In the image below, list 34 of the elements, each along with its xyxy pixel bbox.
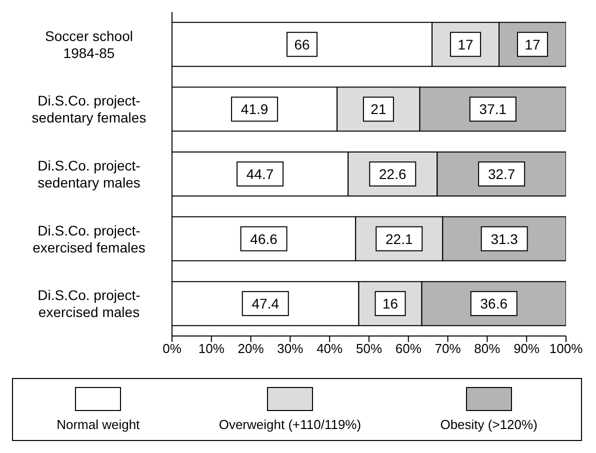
legend-label: Overweight (+110/119%) [218,417,362,432]
x-tick-label: 10% [198,341,225,356]
data-label: 66 [294,36,310,52]
x-tick-label: 40% [316,341,344,356]
x-tick-label: 70% [434,341,462,356]
data-label: 31.3 [490,230,518,247]
x-tick-label: 90% [514,341,540,356]
data-label: 17 [524,36,541,52]
x-tick-label: 30% [277,341,304,356]
data-label: 16 [382,296,398,312]
data-label: 36.6 [480,296,508,312]
data-label: 46.6 [250,230,278,247]
x-tick-label: 100% [549,341,584,356]
data-label: 21 [370,101,386,118]
data-label: 47.4 [252,296,280,312]
data-label: 41.9 [240,101,268,118]
y-tick-label: Di.S.Co. project-sedentary females [32,92,146,126]
data-label: 32.7 [488,166,516,182]
y-tick-label: Soccer school 1984-85 [45,28,133,61]
data-label: 37.1 [479,101,507,118]
data-label: 44.7 [246,166,274,182]
legend-label: Obesity (>120%) [440,417,538,432]
data-label: 22.6 [379,166,406,182]
data-label: 22.1 [386,230,413,247]
x-tick-label: 50% [356,341,382,356]
x-tick-label: 60% [395,341,422,356]
y-tick-label: Di.S.Co. project-exercised males [38,287,141,320]
y-tick-label: Di.S.Co. project-exercised females [32,222,146,256]
data-label: 17 [458,36,474,52]
x-tick-label: 80% [474,341,501,356]
legend-label: Normal weight [56,417,140,432]
x-tick-label: 0% [162,341,182,356]
x-tick-label: 20% [238,341,264,356]
y-tick-label: Di.S.Co. project-sedentary males [38,158,141,190]
